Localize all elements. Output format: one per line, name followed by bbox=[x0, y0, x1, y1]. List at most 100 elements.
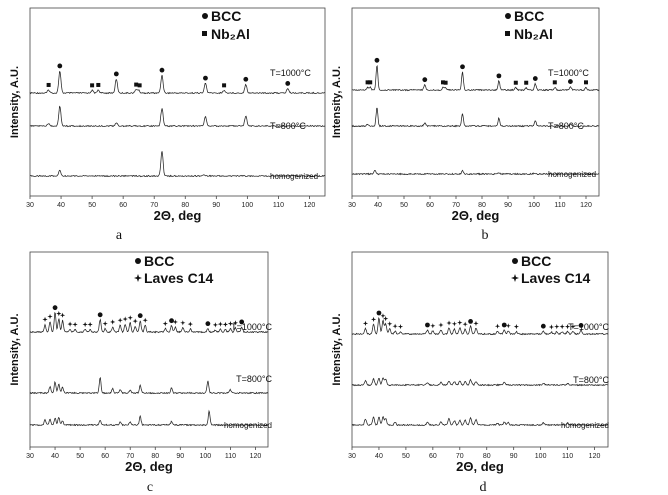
legend-nb2al-marker bbox=[202, 31, 207, 36]
laves-peak-marker bbox=[47, 313, 53, 320]
x-tick-label: 90 bbox=[504, 202, 512, 209]
bcc-peak-marker bbox=[57, 63, 63, 69]
laves-peak-marker bbox=[383, 316, 389, 322]
laves-peak-marker bbox=[494, 323, 501, 329]
y-axis-label: Intensity, A.U. bbox=[9, 66, 21, 138]
laves-peak-marker bbox=[387, 321, 393, 327]
laves-peak-marker bbox=[559, 324, 565, 330]
series-label: T=800°C bbox=[548, 121, 584, 131]
x-tick-label: 70 bbox=[150, 202, 158, 209]
x-tick-label: 120 bbox=[580, 202, 592, 209]
bcc-peak-marker bbox=[422, 77, 428, 83]
x-tick-label: 70 bbox=[456, 453, 464, 460]
bcc-peak-marker bbox=[578, 323, 584, 328]
laves-peak-marker bbox=[72, 321, 78, 328]
x-tick-label: 110 bbox=[562, 453, 573, 460]
x-tick-label: 30 bbox=[348, 202, 356, 209]
laves-peak-marker bbox=[102, 321, 108, 327]
bcc-peak-marker bbox=[169, 318, 174, 324]
panel-c: 30 40 50 60 70 80 90 100 110 120 2Θ, deg Intensity,… bbox=[9, 251, 272, 495]
nb2al-peak-marker bbox=[441, 80, 445, 85]
laves-peak-marker bbox=[397, 324, 404, 330]
x-tick-label: 60 bbox=[426, 202, 434, 209]
nb2al-peak-marker bbox=[443, 80, 448, 85]
trace-homogenized bbox=[351, 169, 600, 176]
laves-peak-marker bbox=[565, 324, 571, 330]
y-axis-label: Intensity, A.U. bbox=[331, 313, 343, 385]
x-tick-label: 100 bbox=[242, 202, 254, 209]
laves-peak-marker bbox=[430, 323, 436, 329]
laves-peak-marker bbox=[117, 317, 123, 323]
x-tick-label: 50 bbox=[402, 453, 410, 460]
laves-peak-marker bbox=[462, 321, 468, 327]
laves-peak-marker bbox=[473, 320, 479, 326]
nb2al-peak-marker bbox=[524, 80, 529, 85]
series-label: T=1000°C bbox=[568, 322, 609, 332]
x-tick-label: 50 bbox=[400, 202, 408, 209]
laves-peak-marker bbox=[42, 316, 48, 322]
bcc-peak-marker bbox=[501, 322, 507, 328]
x-tick-label: 100 bbox=[535, 453, 547, 460]
trace-t-1000-c bbox=[351, 65, 600, 92]
bcc-peak-marker bbox=[239, 319, 245, 325]
laves-peak-marker bbox=[172, 319, 178, 325]
legend-laves-marker bbox=[511, 274, 519, 282]
x-tick-label: 60 bbox=[119, 202, 127, 209]
legend-entry: Nb₂Al bbox=[514, 26, 553, 42]
bcc-peak-marker bbox=[425, 322, 430, 328]
legend-entry: BCC bbox=[211, 8, 241, 24]
bcc-peak-marker bbox=[137, 313, 143, 319]
x-tick-label: 100 bbox=[528, 202, 540, 209]
panel-label: d bbox=[480, 480, 487, 495]
laves-peak-marker bbox=[380, 313, 386, 319]
laves-peak-marker bbox=[392, 323, 398, 329]
x-tick-label: 60 bbox=[101, 453, 109, 460]
x-tick-label: 30 bbox=[26, 453, 34, 460]
y-axis-label: Intensity, A.U. bbox=[331, 66, 343, 138]
legend-entry: BCC bbox=[144, 253, 174, 269]
x-tick-label: 90 bbox=[212, 202, 220, 209]
laves-peak-marker bbox=[217, 321, 223, 327]
series-label: homogenized bbox=[224, 421, 272, 430]
x-tick-label: 70 bbox=[126, 453, 134, 460]
x-tick-label: 60 bbox=[429, 453, 437, 460]
x-tick-label: 80 bbox=[478, 202, 486, 209]
x-axis-label: 2Θ, deg bbox=[154, 208, 202, 223]
laves-peak-marker bbox=[162, 321, 168, 327]
bcc-peak-marker bbox=[460, 64, 465, 70]
nb2al-peak-marker bbox=[584, 80, 588, 85]
plot-frame bbox=[29, 7, 326, 197]
bcc-peak-marker bbox=[376, 310, 382, 316]
nb2al-peak-marker bbox=[368, 80, 373, 85]
bcc-peak-marker bbox=[97, 312, 103, 318]
laves-peak-marker bbox=[457, 320, 463, 326]
panel-a: 30 40 50 60 70 80 90 100 110 120 2Θ, deg Intensity,… bbox=[9, 7, 326, 243]
x-tick-label: 40 bbox=[57, 202, 65, 209]
nb2al-peak-marker bbox=[90, 83, 95, 88]
laves-peak-marker bbox=[222, 321, 228, 328]
laves-peak-marker bbox=[451, 321, 457, 327]
x-tick-label: 120 bbox=[250, 453, 262, 460]
laves-peak-marker bbox=[60, 312, 66, 318]
laves-peak-marker bbox=[362, 320, 369, 326]
trace-t-1000-c bbox=[29, 70, 326, 95]
laves-peak-marker bbox=[82, 321, 88, 328]
panel-label: c bbox=[147, 480, 153, 495]
x-tick-label: 40 bbox=[374, 202, 382, 209]
laves-peak-marker bbox=[110, 319, 116, 325]
trace-t-1000-c bbox=[29, 311, 269, 334]
bcc-peak-marker bbox=[568, 79, 573, 84]
laves-peak-marker bbox=[438, 322, 444, 328]
nb2al-peak-marker bbox=[365, 80, 370, 85]
laves-peak-marker bbox=[180, 320, 186, 326]
laves-peak-marker bbox=[227, 321, 233, 327]
series-label: homogenized bbox=[561, 421, 609, 430]
legend-bcc-marker bbox=[512, 258, 518, 264]
laves-peak-marker bbox=[554, 324, 560, 330]
bcc-peak-marker bbox=[468, 319, 473, 324]
series-label: T=1000°C bbox=[231, 322, 272, 332]
laves-peak-marker bbox=[142, 317, 148, 323]
trace-t-1000-c bbox=[351, 316, 609, 336]
legend-entry: Nb₂Al bbox=[211, 26, 250, 42]
